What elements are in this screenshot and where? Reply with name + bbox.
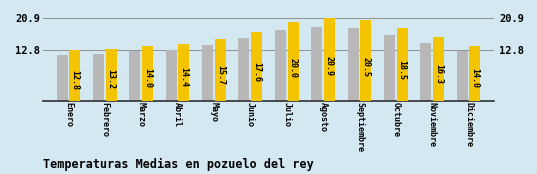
Bar (324, 18, 335, 101)
Bar (129, 51, 140, 101)
Bar (69, 50, 80, 101)
Bar (288, 22, 299, 101)
Bar (275, 30, 286, 101)
Text: 20.9: 20.9 (325, 56, 334, 76)
Bar (142, 46, 153, 101)
Text: 18.5: 18.5 (398, 60, 407, 80)
Bar (93, 54, 104, 101)
Text: 14.0: 14.0 (470, 68, 480, 88)
Bar (457, 51, 468, 101)
Text: 16.3: 16.3 (434, 64, 443, 84)
Text: 20.5: 20.5 (361, 57, 371, 77)
Bar (360, 20, 371, 101)
Text: 20.0: 20.0 (288, 58, 297, 78)
Text: 14.4: 14.4 (179, 67, 188, 87)
Bar (178, 44, 190, 101)
Bar (106, 49, 117, 101)
Bar (347, 28, 359, 101)
Text: 14.0: 14.0 (143, 68, 152, 88)
Bar (433, 37, 444, 101)
Text: 17.6: 17.6 (252, 62, 261, 82)
Bar (397, 28, 408, 101)
Bar (420, 43, 431, 101)
Bar (202, 45, 213, 101)
Bar (311, 27, 322, 101)
Bar (469, 46, 481, 101)
Bar (238, 38, 249, 101)
Bar (251, 31, 262, 101)
Bar (215, 39, 226, 101)
Text: 13.2: 13.2 (107, 69, 115, 89)
Text: 12.8: 12.8 (70, 70, 79, 90)
Bar (384, 35, 395, 101)
Bar (56, 56, 68, 101)
Text: 15.7: 15.7 (216, 65, 225, 85)
Text: Temperaturas Medias en pozuelo del rey: Temperaturas Medias en pozuelo del rey (43, 157, 314, 171)
Bar (166, 50, 177, 101)
